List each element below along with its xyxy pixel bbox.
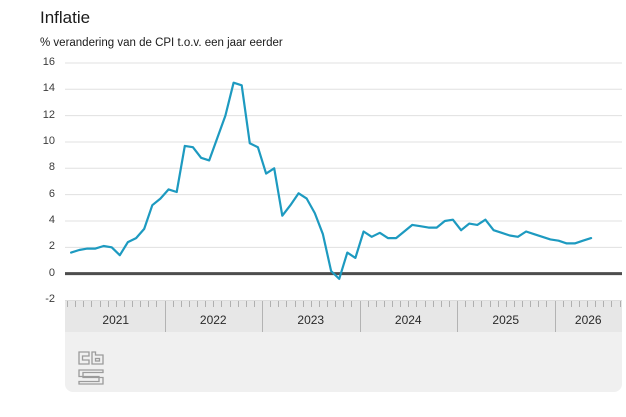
month-tick <box>75 301 77 307</box>
month-tick <box>148 301 150 307</box>
month-tick <box>172 301 174 307</box>
y-axis-label-16: 16 <box>42 55 55 68</box>
month-tick <box>115 301 117 307</box>
month-tick <box>270 301 272 307</box>
x-axis-band: 2021 2022 2023 2024 2025 2026 <box>65 300 622 333</box>
x-axis-year-label-2026: 2026 <box>574 313 602 327</box>
month-tick <box>67 301 68 307</box>
month-tick <box>132 301 133 307</box>
year-separator <box>457 301 458 333</box>
month-tick <box>253 301 255 307</box>
month-tick <box>416 301 418 307</box>
cbs-logo <box>78 351 104 385</box>
month-tick <box>286 301 288 307</box>
month-tick <box>432 301 434 307</box>
month-tick <box>197 301 198 307</box>
chart-title: Inflatie <box>40 8 91 27</box>
month-tick <box>310 301 312 307</box>
month-tick <box>335 301 337 307</box>
month-tick <box>302 301 304 307</box>
month-tick <box>505 301 507 307</box>
month-tick <box>375 301 377 307</box>
month-tick <box>237 301 239 307</box>
month-tick <box>538 301 540 307</box>
month-tick <box>489 301 491 307</box>
month-tick <box>140 301 142 307</box>
cbs-logo-letter-s <box>78 369 104 385</box>
month-tick <box>351 301 353 307</box>
month-tick <box>513 301 515 307</box>
month-tick <box>180 301 182 307</box>
month-tick <box>473 301 475 307</box>
month-tick <box>481 301 483 307</box>
y-axis-label--2: -2 <box>45 293 55 305</box>
month-tick <box>448 301 450 307</box>
month-tick <box>107 301 109 307</box>
chart-footer <box>65 332 622 392</box>
x-axis-year-label-2021: 2021 <box>102 313 130 327</box>
inflation-line[interactable] <box>69 81 593 280</box>
month-tick <box>595 301 597 307</box>
month-tick <box>546 301 548 307</box>
year-separator <box>554 301 556 333</box>
x-axis-year-label-2023: 2023 <box>297 313 325 327</box>
y-axis-label-12: 12 <box>42 108 55 121</box>
x-axis-year-label-2025: 2025 <box>492 313 520 327</box>
month-tick <box>424 301 426 307</box>
y-axis-label-10: 10 <box>42 134 55 147</box>
month-tick <box>619 301 621 307</box>
x-axis-year-label-2024: 2024 <box>394 313 422 327</box>
month-tick <box>611 301 613 307</box>
cbs-logo-letter-b <box>91 351 104 365</box>
month-tick <box>562 301 564 307</box>
month-tick <box>278 301 280 307</box>
month-tick <box>221 301 223 307</box>
month-tick <box>188 301 190 307</box>
year-separator <box>359 301 361 333</box>
y-axis-label-8: 8 <box>48 161 55 174</box>
month-tick <box>578 301 580 307</box>
month-tick <box>327 301 328 307</box>
month-tick <box>318 301 320 307</box>
month-tick <box>400 301 402 307</box>
month-tick <box>343 301 345 307</box>
month-tick <box>205 301 207 307</box>
y-axis-label-6: 6 <box>48 187 55 200</box>
x-axis-year-label-2022: 2022 <box>199 313 227 327</box>
month-tick <box>587 301 588 307</box>
month-tick <box>99 301 101 307</box>
month-tick <box>229 301 231 307</box>
y-axis-label-0: 0 <box>48 266 55 279</box>
month-tick <box>603 301 605 307</box>
y-axis-label-14: 14 <box>42 82 55 95</box>
month-tick <box>91 301 93 307</box>
month-tick <box>294 301 296 307</box>
month-tick <box>440 301 442 307</box>
month-tick <box>245 301 247 307</box>
month-tick <box>156 301 158 307</box>
month-tick <box>497 301 499 307</box>
y-axis-label-4: 4 <box>48 213 55 226</box>
cbs-logo-letter-c <box>78 351 90 365</box>
month-tick <box>570 301 572 307</box>
month-tick <box>522 301 523 307</box>
month-tick <box>123 301 125 307</box>
month-tick <box>83 301 85 307</box>
month-tick <box>383 301 385 307</box>
month-tick <box>530 301 532 307</box>
month-tick <box>465 301 467 307</box>
month-tick <box>392 301 393 307</box>
y-axis-label-2: 2 <box>48 240 55 253</box>
month-tick <box>367 301 369 307</box>
year-separator <box>262 301 263 333</box>
chart-subtitle: % verandering van de CPI t.o.v. een jaar… <box>40 37 283 49</box>
month-tick <box>408 301 410 307</box>
cbs-logo-letter-b-hole <box>94 357 101 362</box>
month-tick <box>213 301 215 307</box>
year-separator <box>164 301 166 333</box>
